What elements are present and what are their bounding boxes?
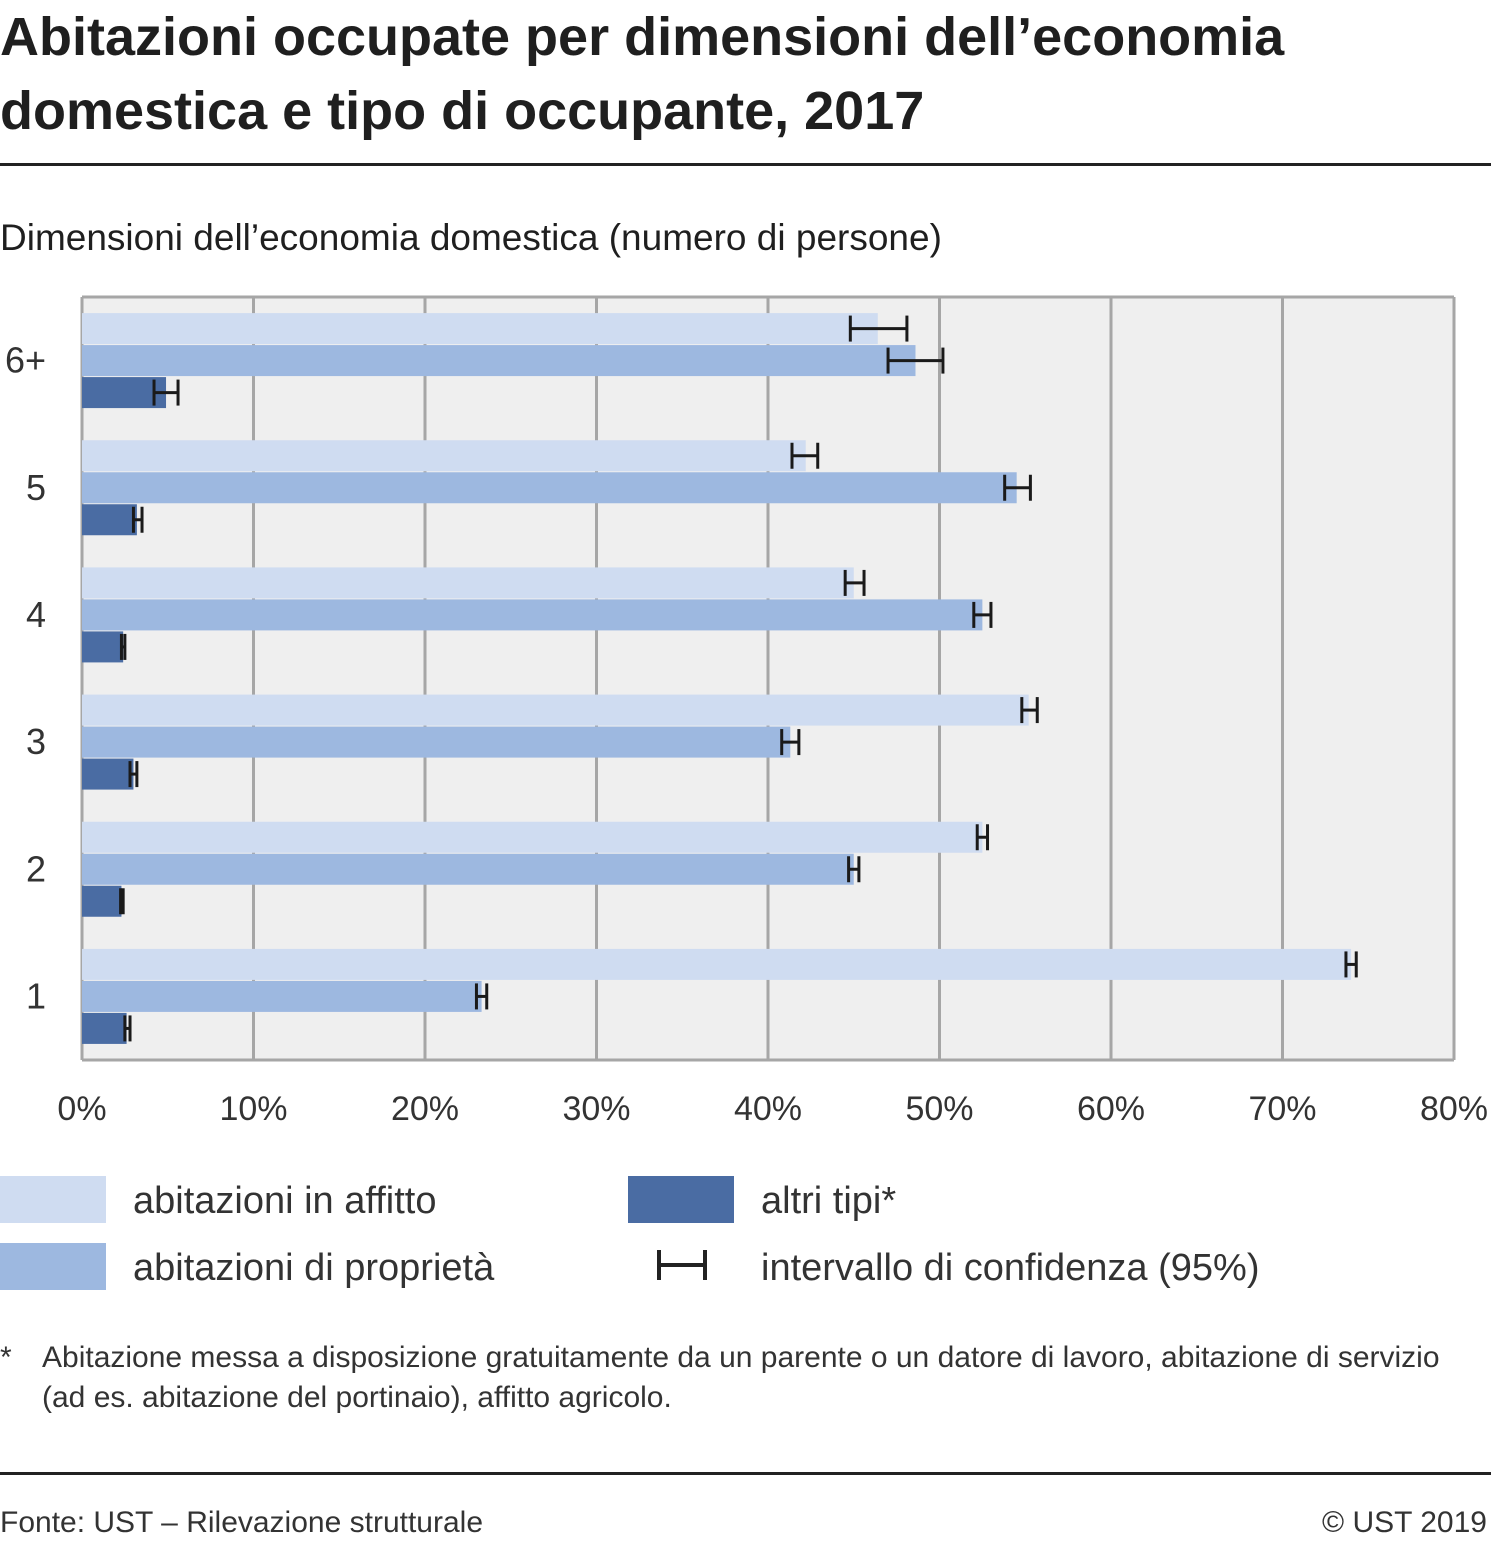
bar (82, 472, 1017, 504)
bar-chart: 0% 10% 20% 30% 40% 50% 60% 70% 80% 6+ 5 4 3 2 1 (5, 295, 1488, 1128)
legend-label-altri: altri tipi* (761, 1180, 897, 1222)
legend-item-proprieta: abitazioni di proprietà (0, 1243, 560, 1293)
bar (82, 694, 1029, 726)
bar (82, 948, 1352, 980)
bar (82, 504, 137, 536)
x-tick-label: 70% (1248, 1090, 1316, 1128)
legend-label-proprieta: abitazioni di proprietà (133, 1247, 495, 1289)
category-label: 2 (26, 848, 46, 889)
bar (82, 980, 482, 1012)
x-tick-label: 10% (219, 1090, 287, 1128)
bar (82, 567, 854, 599)
bar (82, 313, 878, 345)
legend-label-affitto: abitazioni in affitto (133, 1180, 437, 1222)
category-label: 4 (26, 594, 46, 635)
bar (82, 440, 806, 472)
confidence-interval-icon (657, 1250, 707, 1280)
bar (82, 377, 167, 409)
x-tick-label: 30% (562, 1090, 630, 1128)
source-text: Fonte: UST – Rilevazione strutturale (0, 1506, 484, 1539)
x-tick-label: 60% (1077, 1090, 1145, 1128)
category-label: 5 (26, 467, 46, 508)
legend-swatch-affitto (0, 1176, 106, 1223)
x-tick-label: 80% (1420, 1090, 1488, 1128)
footer-rule (0, 1472, 1491, 1475)
footnote-marker: * (0, 1341, 12, 1374)
bar (82, 821, 983, 853)
bar (82, 853, 854, 885)
chart-title: Abitazioni occupate per dimensioni dell’… (0, 7, 1285, 141)
copyright-text: © UST 2019 (1322, 1506, 1487, 1539)
x-tick-label: 50% (905, 1090, 973, 1128)
category-label: 6+ (5, 340, 46, 381)
x-tick-label: 0% (57, 1090, 106, 1128)
bar (82, 599, 983, 631)
bar (82, 631, 124, 663)
title-rule (0, 163, 1491, 166)
bar (82, 1012, 127, 1044)
category-label: 3 (26, 721, 46, 762)
legend-swatch-proprieta (0, 1243, 106, 1290)
legend-label-ci: intervallo di confidenza (95%) (761, 1247, 1260, 1289)
legend-item-ci: intervallo di confidenza (95%) (628, 1243, 1328, 1293)
bar (82, 885, 122, 917)
x-tick-label: 40% (734, 1090, 802, 1128)
bar (82, 345, 916, 377)
category-label: 1 (26, 975, 46, 1016)
bar (82, 758, 134, 790)
footnote-text: Abitazione messa a disposizione gratuita… (42, 1341, 1440, 1414)
legend-swatch-altri (628, 1176, 734, 1223)
y-axis-title: Dimensioni dell’economia domestica (nume… (0, 217, 942, 258)
x-tick-label: 20% (391, 1090, 459, 1128)
bar (82, 726, 791, 758)
legend-item-altri: altri tipi* (628, 1176, 1028, 1226)
legend-item-affitto: abitazioni in affitto (0, 1176, 560, 1226)
